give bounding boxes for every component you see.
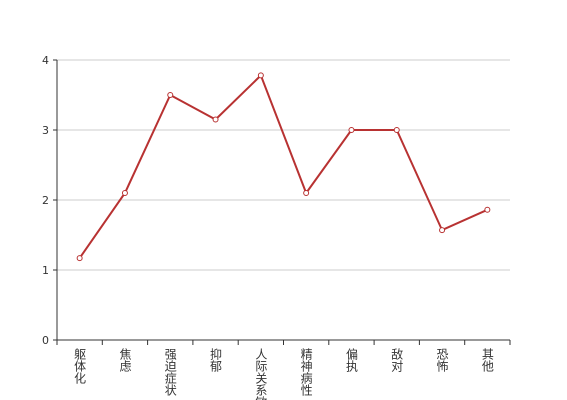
point [439,227,446,234]
line [78,73,488,259]
x-tick-label: 强迫症状 [163,348,177,396]
point [167,92,174,98]
point [212,116,219,123]
point [303,190,310,196]
x-tick-label: 偏执 [344,347,358,373]
y-tick-label: 4 [42,54,49,67]
point [257,72,264,79]
point [348,127,355,133]
x-tick-label: 其他 [480,348,494,372]
y-tick-label: 2 [42,194,49,207]
point [484,206,491,213]
y-tick-label: 0 [42,334,49,347]
x-tick-label: 抑郁 [209,347,223,373]
point [121,190,128,196]
x-tick-label: 焦虑 [118,348,132,372]
x-tick-label: 躯体化 [73,347,87,385]
point [76,255,83,262]
y-tick-label: 3 [42,124,49,137]
point [393,127,400,133]
x-tick-label: 人际关系敏感 [254,348,268,400]
y-tick-label: 1 [42,264,49,277]
x-tick-label: 恐怖 [435,348,449,372]
x-tick-label: 精神病性 [299,348,313,397]
x-tick-label: 敌对 [390,347,404,372]
